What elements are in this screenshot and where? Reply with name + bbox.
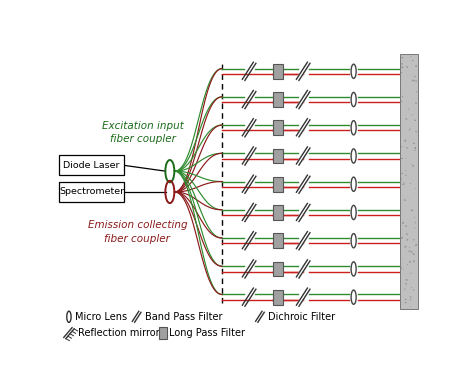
Ellipse shape bbox=[413, 261, 414, 262]
Ellipse shape bbox=[405, 299, 406, 300]
Ellipse shape bbox=[405, 302, 406, 303]
Text: Reflection mirror: Reflection mirror bbox=[78, 328, 159, 338]
Ellipse shape bbox=[412, 80, 413, 81]
Ellipse shape bbox=[405, 140, 406, 142]
Ellipse shape bbox=[411, 251, 412, 252]
Ellipse shape bbox=[401, 158, 403, 159]
Bar bbox=[273, 290, 283, 305]
Bar bbox=[159, 327, 167, 339]
Polygon shape bbox=[296, 175, 310, 193]
Polygon shape bbox=[296, 90, 310, 108]
Ellipse shape bbox=[414, 150, 415, 151]
Ellipse shape bbox=[402, 222, 404, 223]
Ellipse shape bbox=[409, 251, 410, 252]
Ellipse shape bbox=[414, 254, 415, 255]
FancyBboxPatch shape bbox=[59, 182, 124, 202]
Polygon shape bbox=[296, 288, 310, 306]
Ellipse shape bbox=[401, 101, 402, 102]
Ellipse shape bbox=[405, 175, 406, 176]
Ellipse shape bbox=[405, 225, 407, 227]
Polygon shape bbox=[296, 62, 310, 80]
Bar bbox=[273, 261, 283, 276]
Ellipse shape bbox=[409, 261, 411, 262]
Ellipse shape bbox=[405, 283, 406, 284]
Ellipse shape bbox=[412, 60, 413, 61]
Bar bbox=[273, 92, 283, 107]
Bar bbox=[273, 177, 283, 192]
Ellipse shape bbox=[402, 57, 403, 58]
Ellipse shape bbox=[407, 264, 408, 265]
Ellipse shape bbox=[407, 66, 408, 68]
Polygon shape bbox=[256, 312, 264, 322]
Ellipse shape bbox=[406, 234, 408, 235]
Text: Emission collecting
fiber coupler: Emission collecting fiber coupler bbox=[87, 220, 187, 244]
Text: Diode Laser: Diode Laser bbox=[63, 161, 120, 170]
Ellipse shape bbox=[416, 244, 417, 245]
Ellipse shape bbox=[401, 267, 402, 268]
Polygon shape bbox=[296, 147, 310, 165]
Text: Long Pass Filter: Long Pass Filter bbox=[169, 328, 245, 338]
Ellipse shape bbox=[401, 178, 402, 179]
Ellipse shape bbox=[415, 147, 416, 149]
Polygon shape bbox=[296, 232, 310, 250]
Ellipse shape bbox=[410, 296, 411, 297]
Text: Excitation input
fiber coupler: Excitation input fiber coupler bbox=[102, 121, 184, 144]
Ellipse shape bbox=[415, 245, 416, 246]
Ellipse shape bbox=[415, 131, 417, 132]
Bar bbox=[400, 54, 418, 309]
Text: Micro Lens: Micro Lens bbox=[75, 312, 127, 322]
Ellipse shape bbox=[416, 91, 417, 92]
Ellipse shape bbox=[411, 210, 413, 211]
Ellipse shape bbox=[410, 299, 411, 300]
Bar bbox=[273, 233, 283, 248]
Ellipse shape bbox=[415, 147, 416, 148]
Text: Spectrometer: Spectrometer bbox=[59, 188, 124, 196]
Bar bbox=[273, 149, 283, 163]
Ellipse shape bbox=[407, 239, 408, 240]
Ellipse shape bbox=[401, 72, 402, 73]
Ellipse shape bbox=[403, 184, 405, 185]
Text: Band Pass Filter: Band Pass Filter bbox=[145, 312, 222, 322]
Ellipse shape bbox=[401, 67, 403, 68]
Polygon shape bbox=[296, 203, 310, 222]
Ellipse shape bbox=[401, 237, 403, 239]
Ellipse shape bbox=[405, 246, 406, 247]
Bar bbox=[273, 64, 283, 79]
Text: Dichroic Filter: Dichroic Filter bbox=[268, 312, 335, 322]
Ellipse shape bbox=[413, 143, 415, 144]
Polygon shape bbox=[296, 260, 310, 278]
Ellipse shape bbox=[405, 279, 407, 280]
Polygon shape bbox=[296, 119, 310, 137]
Ellipse shape bbox=[416, 65, 417, 67]
Bar bbox=[273, 120, 283, 135]
Polygon shape bbox=[64, 328, 74, 339]
Ellipse shape bbox=[404, 200, 405, 201]
Ellipse shape bbox=[410, 183, 411, 184]
Ellipse shape bbox=[401, 63, 402, 64]
Ellipse shape bbox=[413, 165, 414, 167]
Bar bbox=[273, 205, 283, 220]
Ellipse shape bbox=[414, 120, 416, 121]
FancyBboxPatch shape bbox=[59, 156, 124, 175]
